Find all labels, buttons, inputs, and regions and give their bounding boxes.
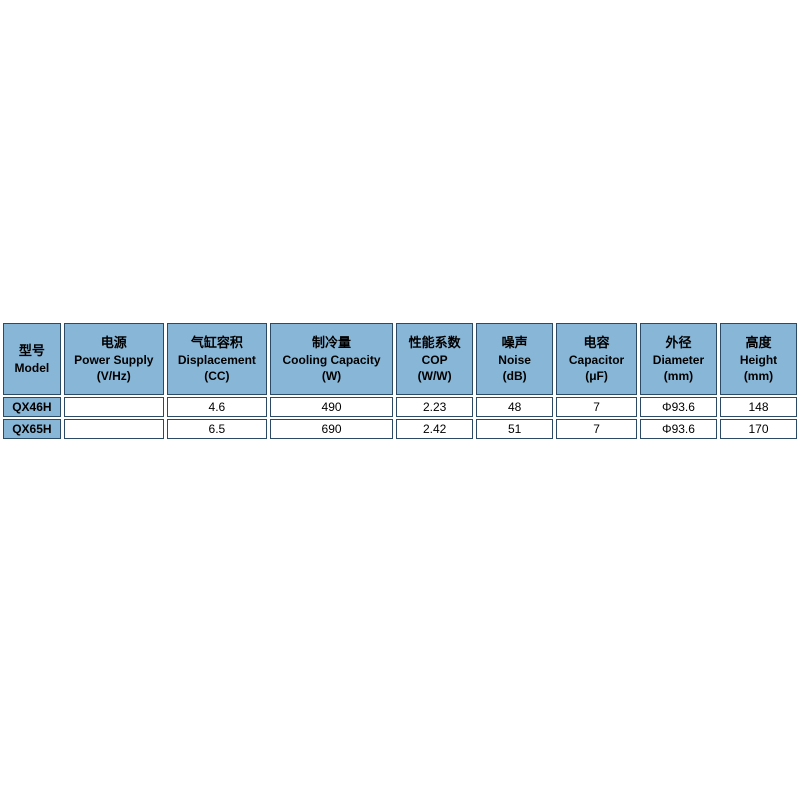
spec-table: 型号 Model 电源 Power Supply (V/Hz) 气缸容积 Dis… — [0, 321, 800, 441]
cell-dia: Φ93.6 — [640, 397, 717, 417]
col-model: 型号 Model — [3, 323, 61, 395]
cell-model: QX65H — [3, 419, 61, 439]
spec-table-container: 型号 Model 电源 Power Supply (V/Hz) 气缸容积 Dis… — [0, 321, 800, 441]
cell-cool: 490 — [270, 397, 393, 417]
cell-noise: 48 — [476, 397, 553, 417]
cell-disp: 4.6 — [167, 397, 267, 417]
cell-height: 148 — [720, 397, 797, 417]
cell-height: 170 — [720, 419, 797, 439]
col-noise: 噪声 Noise (dB) — [476, 323, 553, 395]
col-cooling: 制冷量 Cooling Capacity (W) — [270, 323, 393, 395]
cell-disp: 6.5 — [167, 419, 267, 439]
cell-cool: 690 — [270, 419, 393, 439]
table-row: QX46H 4.6 490 2.23 48 7 Φ93.6 148 — [3, 397, 797, 417]
col-displacement: 气缸容积 Displacement (CC) — [167, 323, 267, 395]
cell-cop: 2.42 — [396, 419, 473, 439]
cell-dia: Φ93.6 — [640, 419, 717, 439]
col-power: 电源 Power Supply (V/Hz) — [64, 323, 164, 395]
cell-power — [64, 397, 164, 417]
header-row: 型号 Model 电源 Power Supply (V/Hz) 气缸容积 Dis… — [3, 323, 797, 395]
cell-cap: 7 — [556, 397, 637, 417]
cell-power — [64, 419, 164, 439]
col-height: 高度 Height (mm) — [720, 323, 797, 395]
cell-model: QX46H — [3, 397, 61, 417]
cell-cap: 7 — [556, 419, 637, 439]
col-cop: 性能系数 COP (W/W) — [396, 323, 473, 395]
col-diameter: 外径 Diameter (mm) — [640, 323, 717, 395]
cell-noise: 51 — [476, 419, 553, 439]
cell-cop: 2.23 — [396, 397, 473, 417]
col-capacitor: 电容 Capacitor (μF) — [556, 323, 637, 395]
table-row: QX65H 6.5 690 2.42 51 7 Φ93.6 170 — [3, 419, 797, 439]
